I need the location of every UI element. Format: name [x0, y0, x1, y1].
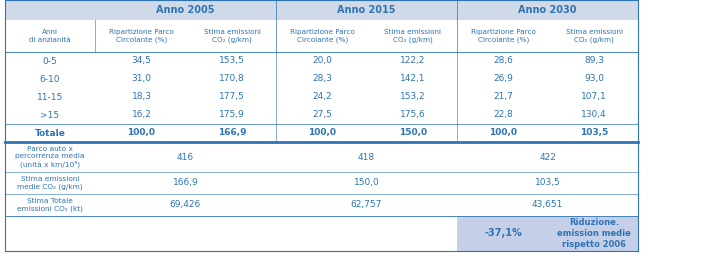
Text: Ripartizione Parco
Circolante (%): Ripartizione Parco Circolante (%)	[109, 29, 174, 43]
Text: 43,651: 43,651	[531, 201, 563, 210]
Text: 100,0: 100,0	[127, 129, 155, 138]
Text: 166,9: 166,9	[173, 179, 198, 187]
Text: 18,3: 18,3	[131, 93, 152, 102]
Text: 150,0: 150,0	[399, 129, 427, 138]
Text: 150,0: 150,0	[354, 179, 380, 187]
Text: 26,9: 26,9	[494, 74, 513, 83]
Text: 69,426: 69,426	[170, 201, 201, 210]
Text: 62,757: 62,757	[351, 201, 382, 210]
Text: 107,1: 107,1	[581, 93, 607, 102]
Text: Stima Totale
emissioni CO₂ (kt): Stima Totale emissioni CO₂ (kt)	[17, 198, 83, 212]
Text: 170,8: 170,8	[219, 74, 245, 83]
Text: 22,8: 22,8	[494, 110, 513, 119]
Bar	[5, 0, 638, 20]
Text: 103,5: 103,5	[534, 179, 560, 187]
Text: 177,5: 177,5	[219, 93, 245, 102]
Text: 153,5: 153,5	[219, 57, 245, 66]
Text: 31,0: 31,0	[131, 74, 152, 83]
Text: Anni
di anzianità: Anni di anzianità	[30, 29, 71, 43]
Text: 153,2: 153,2	[400, 93, 426, 102]
Text: 175,9: 175,9	[219, 110, 245, 119]
Text: Ripartizione Parco
Circolante (%): Ripartizione Parco Circolante (%)	[471, 29, 536, 43]
Text: 28,3: 28,3	[313, 74, 333, 83]
Text: Ripartizione Parco
Circolante (%): Ripartizione Parco Circolante (%)	[290, 29, 355, 43]
Text: -37,1%: -37,1%	[484, 229, 522, 239]
Text: Stima emissioni
CO₂ (g/km): Stima emissioni CO₂ (g/km)	[203, 29, 261, 43]
Text: Anno 2030: Anno 2030	[518, 5, 576, 15]
Text: 28,6: 28,6	[494, 57, 513, 66]
Text: 89,3: 89,3	[584, 57, 604, 66]
Text: 24,2: 24,2	[313, 93, 333, 102]
Text: 34,5: 34,5	[131, 57, 151, 66]
Text: 416: 416	[177, 153, 194, 162]
Text: Stima emissioni
CO₂ (g/km): Stima emissioni CO₂ (g/km)	[385, 29, 441, 43]
Bar	[457, 216, 638, 251]
Text: 27,5: 27,5	[313, 110, 333, 119]
Text: Anno 2005: Anno 2005	[156, 5, 214, 15]
Text: 93,0: 93,0	[584, 74, 604, 83]
Text: Stima emissioni
medie CO₂ (g/km): Stima emissioni medie CO₂ (g/km)	[17, 176, 83, 190]
Text: 100,0: 100,0	[309, 129, 337, 138]
Text: 103,5: 103,5	[580, 129, 608, 138]
Text: 422: 422	[539, 153, 556, 162]
Text: 130,4: 130,4	[581, 110, 607, 119]
Text: 16,2: 16,2	[131, 110, 151, 119]
Text: Anno 2015: Anno 2015	[337, 5, 396, 15]
Text: Riduzione.
emission medie
rispetto 2006: Riduzione. emission medie rispetto 2006	[557, 218, 631, 249]
Text: 142,1: 142,1	[400, 74, 426, 83]
Text: 0-5: 0-5	[43, 57, 58, 66]
Text: 20,0: 20,0	[313, 57, 333, 66]
Text: 21,7: 21,7	[494, 93, 513, 102]
Text: Totale: Totale	[34, 129, 65, 138]
Text: 100,0: 100,0	[489, 129, 517, 138]
Text: Parco auto x
percorrenza media
(unità x km/10⁹): Parco auto x percorrenza media (unità x …	[15, 146, 85, 168]
Text: Stima emissioni
CO₂ (g/km): Stima emissioni CO₂ (g/km)	[565, 29, 622, 43]
Text: 166,9: 166,9	[218, 129, 246, 138]
Text: >15: >15	[41, 110, 60, 119]
Text: 11-15: 11-15	[37, 93, 63, 102]
Text: 6-10: 6-10	[40, 74, 60, 83]
Text: 418: 418	[358, 153, 375, 162]
Text: 175,6: 175,6	[400, 110, 426, 119]
Text: 122,2: 122,2	[400, 57, 426, 66]
